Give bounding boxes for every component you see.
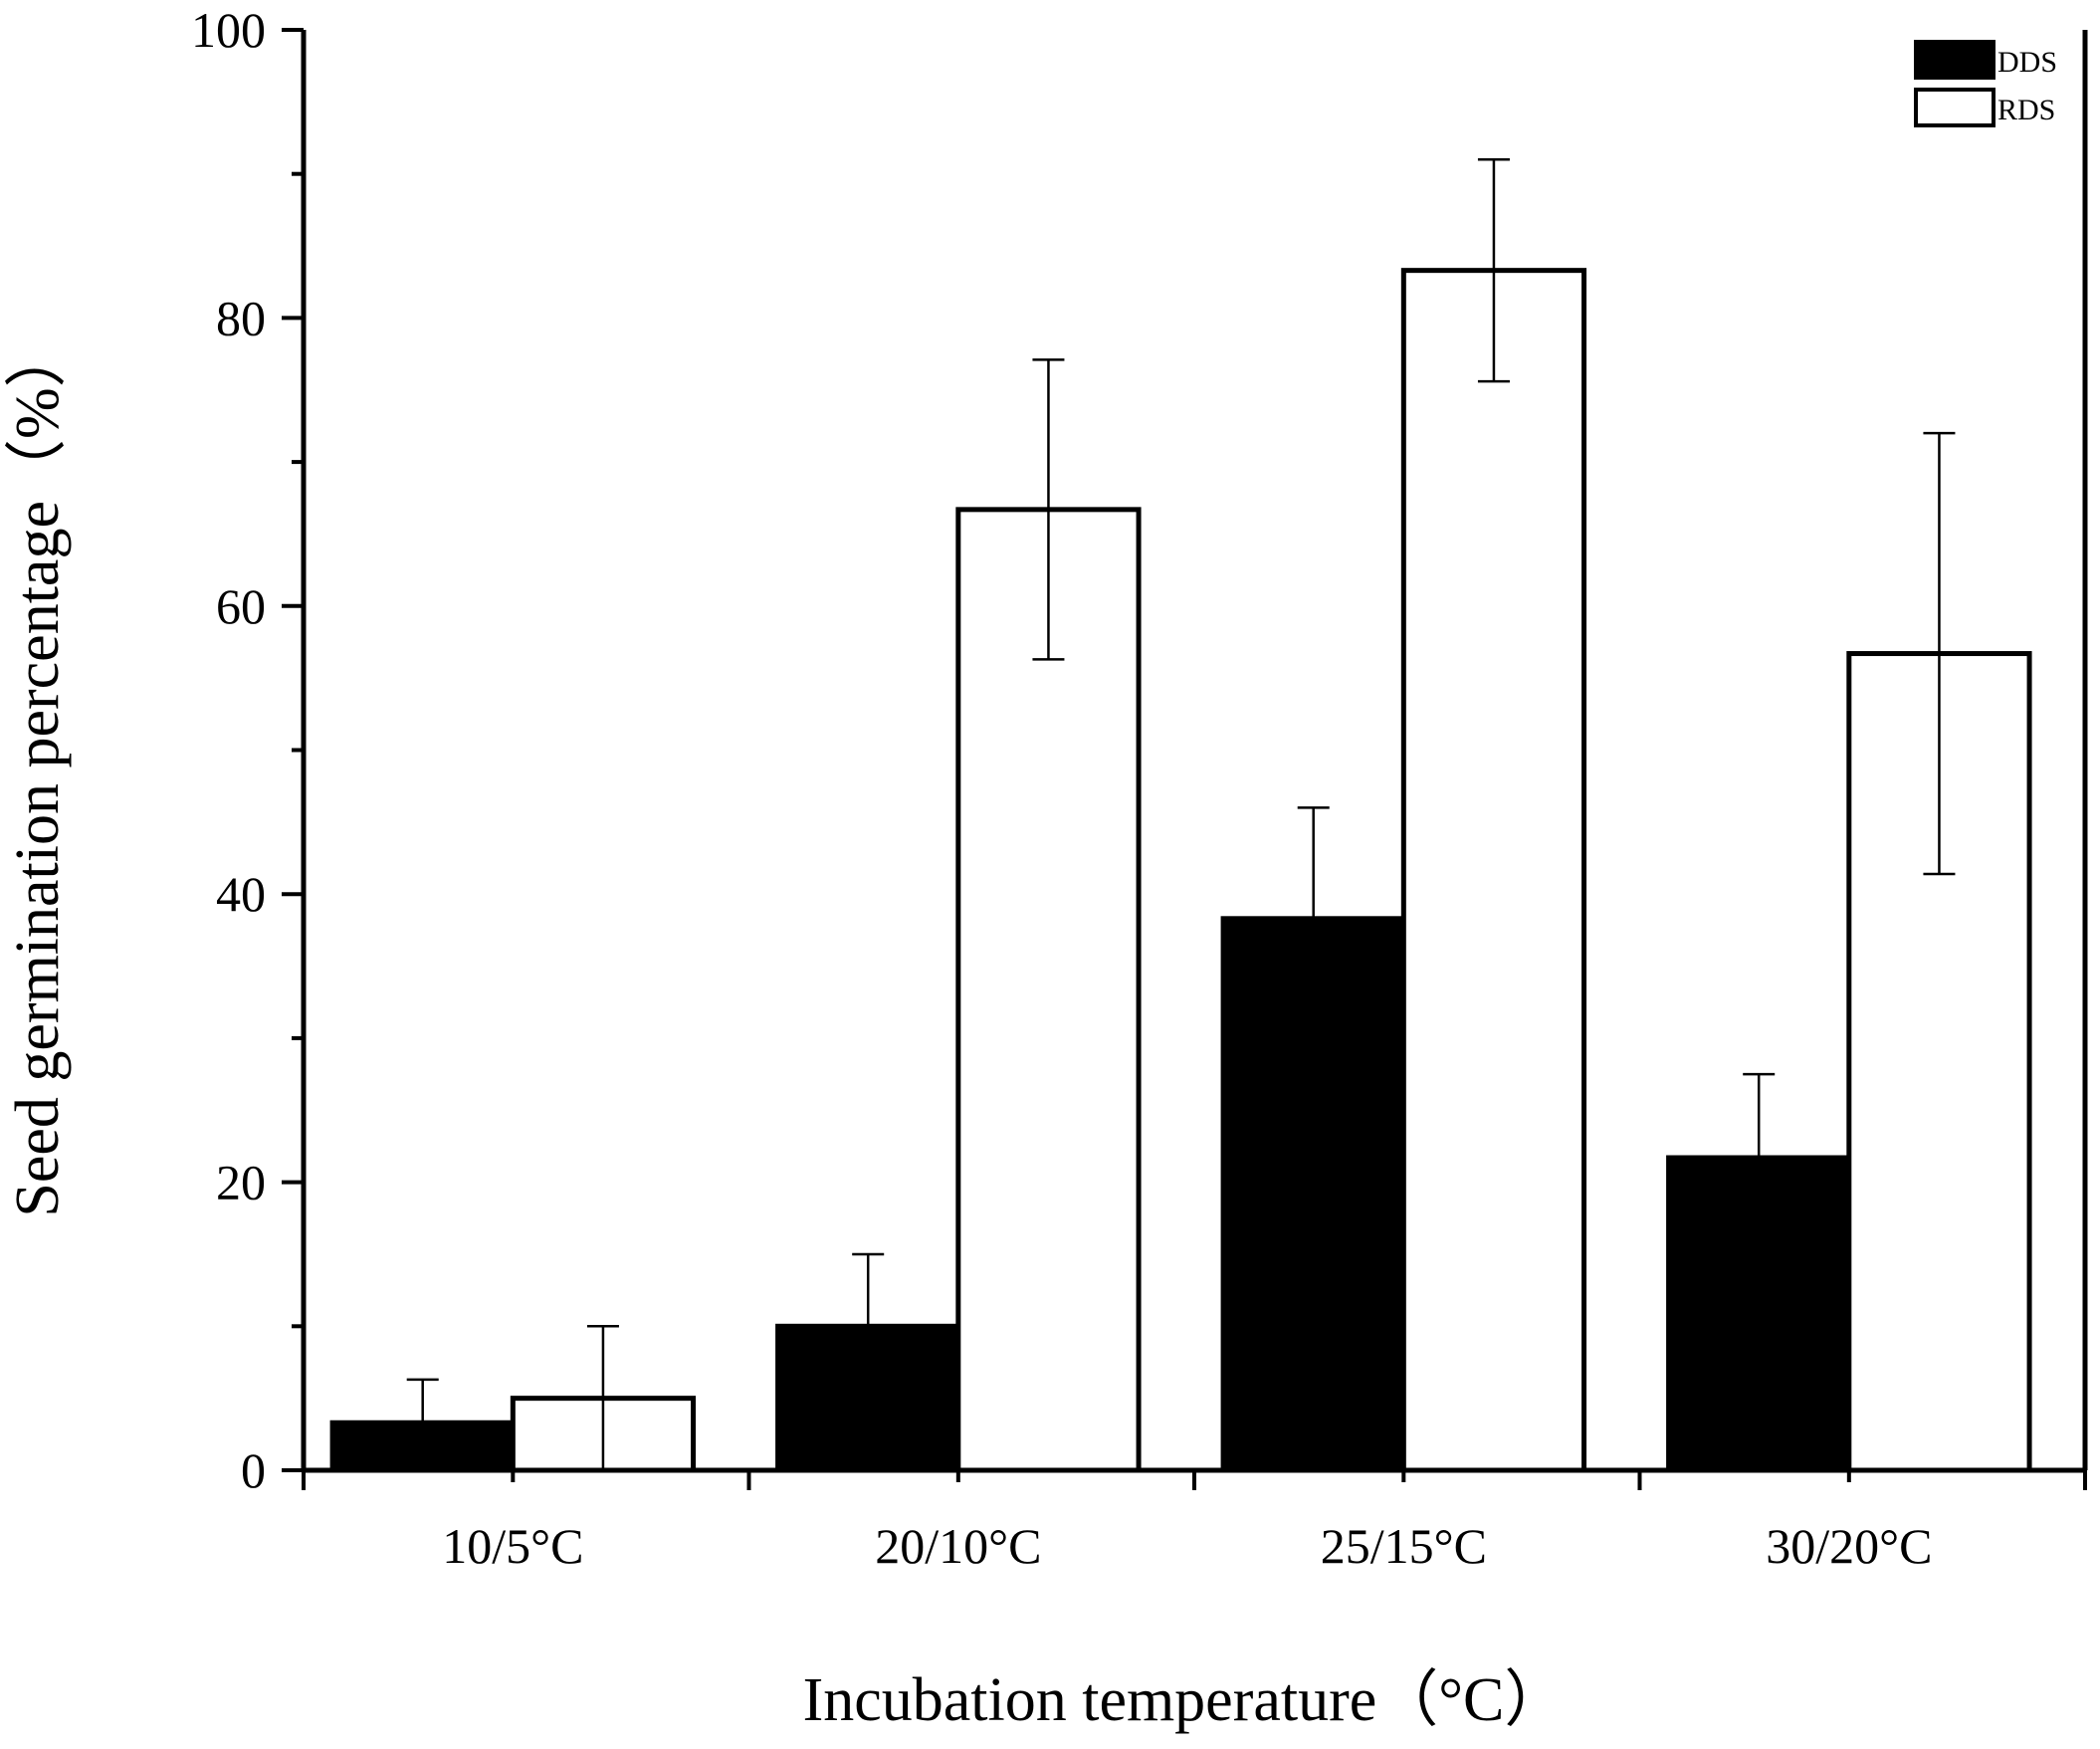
bar-rds-3 <box>1400 268 1587 1473</box>
y-tick-label-60: 60 <box>216 578 266 634</box>
y-tick-label-40: 40 <box>216 866 266 922</box>
axes: 0 20 40 60 80 100 10/5°C 20/10°C 25/15°C 30/20°C <box>191 2 2088 1574</box>
x-tick-label-2: 20/10°C <box>875 1518 1041 1574</box>
legend-swatch-rds <box>1914 88 1995 127</box>
x-axis-title: Incubation temperature（°C） <box>803 1666 1567 1734</box>
x-tick-label-1: 10/5°C <box>442 1518 583 1574</box>
legend-label-dds: DDS <box>1997 46 2057 79</box>
legend-swatch-dds <box>1914 40 1995 80</box>
error-bars <box>406 157 1956 1472</box>
y-tick-label-80: 80 <box>216 290 266 345</box>
legend: DDS RDS <box>1914 40 2057 127</box>
legend-label-rds: RDS <box>1997 94 2055 126</box>
x-tick-label-4: 30/20°C <box>1766 1518 1932 1574</box>
y-axis-title: Seed germination percentage（%） <box>4 326 72 1216</box>
y-tick-label-0: 0 <box>241 1442 266 1498</box>
bar-rds-2 <box>955 507 1142 1473</box>
plot-marks <box>329 268 2032 1473</box>
y-tick-label-100: 100 <box>191 2 266 58</box>
y-tick-label-20: 20 <box>216 1155 266 1210</box>
x-tick-label-3: 25/15°C <box>1321 1518 1487 1574</box>
